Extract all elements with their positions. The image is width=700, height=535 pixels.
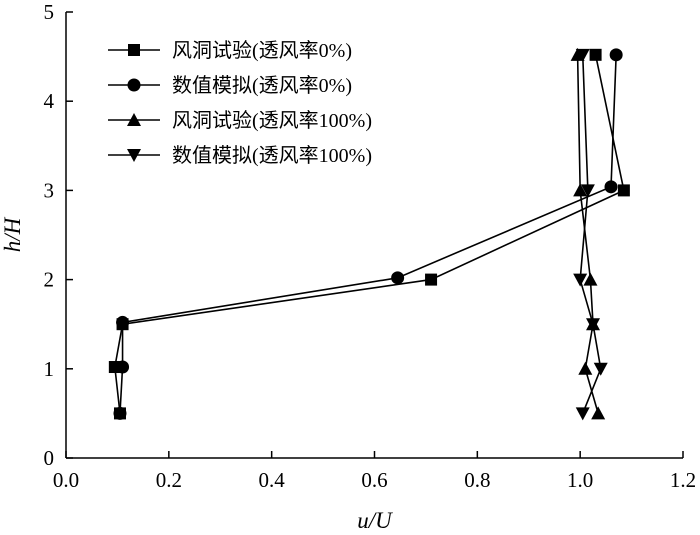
data-point-circle xyxy=(604,180,618,194)
y-tick-label: 0 xyxy=(44,446,55,470)
x-tick-label: 0.4 xyxy=(259,468,286,492)
legend-label: 风洞试验(透风率0%) xyxy=(172,39,352,62)
series-line xyxy=(114,54,625,414)
data-point-triangle-up xyxy=(573,183,588,197)
legend-marker-square xyxy=(128,44,140,56)
legend-marker-triangle-up xyxy=(127,113,141,126)
data-point-triangle-up xyxy=(591,406,606,420)
data-point-triangle-down xyxy=(573,273,588,287)
y-tick-label: 2 xyxy=(44,268,55,292)
data-point-triangle-up xyxy=(578,361,593,375)
legend-item: 数值模拟(透风率100%) xyxy=(108,144,372,167)
data-point-triangle-up xyxy=(583,272,598,286)
data-point-square xyxy=(617,184,630,197)
series-line xyxy=(579,54,602,414)
legend: 风洞试验(透风率0%) 数值模拟(透风率0%) 风洞试验(透风率100%) 数值模拟(… xyxy=(108,39,372,167)
legend-label: 风洞试验(透风率100%) xyxy=(172,109,372,132)
series-layer xyxy=(108,47,630,421)
legend-marker-circle xyxy=(127,78,141,92)
legend-item: 风洞试验(透风率0%) xyxy=(108,39,352,62)
legend-item: 风洞试验(透风率100%) xyxy=(108,109,372,132)
y-axis-ticks: 0 1 2 3 4 5 xyxy=(44,0,73,470)
y-tick-label: 1 xyxy=(44,357,55,381)
legend-label: 数值模拟(透风率100%) xyxy=(172,144,372,167)
series-line xyxy=(119,54,617,414)
data-point-triangle-down xyxy=(575,48,590,62)
y-tick-label: 3 xyxy=(44,178,55,202)
data-point-circle xyxy=(116,360,130,374)
data-point-triangle-down xyxy=(593,362,608,376)
x-tick-label: 1.0 xyxy=(567,468,593,492)
data-point-square xyxy=(425,273,438,286)
plot-frame xyxy=(65,12,683,459)
series-square xyxy=(108,48,630,420)
data-point-circle xyxy=(113,406,127,420)
x-tick-label: 0.8 xyxy=(464,468,490,492)
data-point-triangle-down xyxy=(580,184,595,198)
legend-marker-triangle-down xyxy=(127,149,141,162)
x-tick-label: 1.2 xyxy=(670,468,696,492)
y-tick-label: 4 xyxy=(44,89,55,113)
series-line xyxy=(576,54,599,414)
x-tick-label: 0.2 xyxy=(156,468,182,492)
series-circle xyxy=(113,48,623,420)
data-point-circle xyxy=(609,48,623,62)
x-tick-label: 0.0 xyxy=(53,468,79,492)
y-axis-label: h/H xyxy=(0,216,25,252)
legend-item: 数值模拟(透风率0%) xyxy=(108,74,352,97)
data-point-triangle-down xyxy=(575,407,590,421)
series-triangle-down xyxy=(573,48,608,421)
x-tick-label: 0.6 xyxy=(361,468,387,492)
x-axis-ticks: 0.0 0.2 0.4 0.6 0.8 1.0 1.2 xyxy=(53,451,696,492)
data-point-triangle-down xyxy=(586,318,601,332)
x-axis-label: u/U xyxy=(357,508,393,533)
data-point-circle xyxy=(116,315,130,329)
y-tick-label: 5 xyxy=(44,0,55,24)
data-point-square xyxy=(589,48,602,61)
legend-label: 数值模拟(透风率0%) xyxy=(172,74,352,97)
data-point-circle xyxy=(391,271,405,285)
